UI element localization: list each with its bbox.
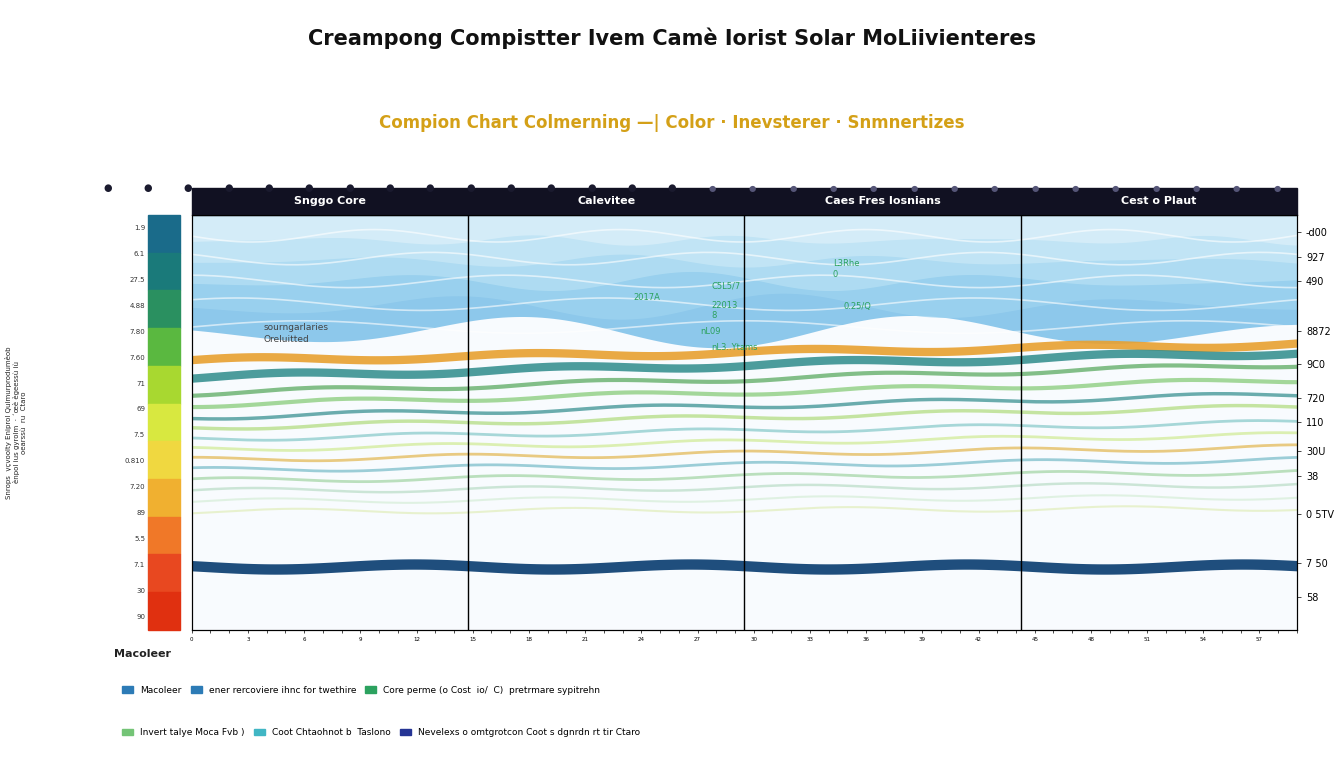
Text: ●: ● [426, 183, 434, 194]
Text: ●: ● [305, 183, 313, 194]
Bar [148, 554, 180, 592]
Text: 7.60: 7.60 [129, 355, 145, 361]
Legend: Macoleer, ener rercoviere ihnc for twethire, Core perme (o Cost  io/  C)  pretrm: Macoleer, ener rercoviere ihnc for tweth… [118, 682, 603, 698]
Text: 2017A: 2017A [634, 293, 661, 303]
Text: ●: ● [1031, 184, 1039, 193]
Bar [148, 328, 180, 366]
Bar [148, 479, 180, 517]
Text: nL3..Ytams: nL3..Ytams [711, 343, 758, 353]
Text: ●: ● [870, 184, 878, 193]
Bar [148, 366, 180, 403]
Text: ●: ● [1192, 184, 1200, 193]
Bar [192, 188, 1297, 215]
Text: 27.5: 27.5 [129, 276, 145, 283]
Text: 4.88: 4.88 [129, 303, 145, 309]
Text: ●: ● [1152, 184, 1160, 193]
Text: ●: ● [345, 183, 353, 194]
Text: Compion Chart Colmerning —| Color · Inevsterer · Snmnertizes: Compion Chart Colmerning —| Color · Inev… [379, 114, 965, 132]
Text: sourngarlaries: sourngarlaries [263, 323, 328, 332]
Text: Creampong Compistter Ivem Camè Iorist Solar MoLiivienteres: Creampong Compistter Ivem Camè Iorist So… [308, 28, 1036, 49]
Text: Caes Fres Iosnians: Caes Fres Iosnians [825, 197, 941, 207]
Text: ●: ● [950, 184, 958, 193]
Text: 69: 69 [136, 406, 145, 412]
Text: 0.25/Q: 0.25/Q [844, 302, 872, 311]
Text: ●: ● [547, 183, 555, 194]
Text: 0.810: 0.810 [125, 458, 145, 465]
Text: 89: 89 [136, 510, 145, 516]
Bar [148, 442, 180, 479]
Text: ●: ● [265, 183, 273, 194]
Text: ●: ● [708, 184, 716, 193]
Text: 7.80: 7.80 [129, 329, 145, 335]
Bar [148, 215, 180, 253]
Text: 7.5: 7.5 [134, 432, 145, 439]
Text: Oreluitted: Oreluitted [263, 335, 309, 344]
Legend: Invert talye Moca Fvb ), Coot Chtaohnot b  Taslono, Nevelexs o omtgrotcon Coot s: Invert talye Moca Fvb ), Coot Chtaohnot … [118, 724, 644, 740]
Text: nL09: nL09 [700, 326, 720, 336]
Text: ●: ● [829, 184, 837, 193]
Text: ●: ● [224, 183, 233, 194]
Text: Cest o Plaut: Cest o Plaut [1121, 197, 1196, 207]
Text: ●: ● [466, 183, 474, 194]
Text: ●: ● [910, 184, 918, 193]
Text: 6.1: 6.1 [134, 251, 145, 257]
Text: ●: ● [991, 184, 999, 193]
Text: ●: ● [1071, 184, 1079, 193]
Text: 7.1: 7.1 [134, 562, 145, 568]
Text: ●: ● [144, 183, 152, 194]
Text: ●: ● [749, 184, 757, 193]
Text: 90: 90 [136, 614, 145, 620]
Text: Snggo Core: Snggo Core [294, 197, 366, 207]
Text: 30: 30 [136, 588, 145, 594]
Text: ●: ● [628, 183, 636, 194]
Text: ●: ● [668, 183, 676, 194]
Text: L3Rhe
0: L3Rhe 0 [833, 260, 859, 279]
Text: Snrops  ṿçvoolty Eniprol Quimurprodumèob
ènpol ius gyrolm  · ´œè ègeessù iù
oear: Snrops ṿçvoolty Eniprol Quimurprodumèob … [5, 346, 27, 498]
Bar [148, 253, 180, 290]
Bar [148, 592, 180, 630]
Text: ●: ● [103, 183, 112, 194]
Text: ●: ● [587, 183, 595, 194]
Text: ●: ● [184, 183, 192, 194]
Bar [148, 290, 180, 328]
Text: 5.5: 5.5 [134, 536, 145, 542]
Text: ●: ● [1111, 184, 1120, 193]
Text: Calevitee: Calevitee [577, 197, 636, 207]
Text: C5L5/7: C5L5/7 [711, 281, 741, 290]
Text: 7.20: 7.20 [129, 484, 145, 490]
Text: 1.9: 1.9 [134, 225, 145, 231]
Text: ●: ● [1273, 184, 1281, 193]
Text: ●: ● [386, 183, 394, 194]
Bar [148, 403, 180, 442]
Text: 71: 71 [136, 380, 145, 386]
Text: ●: ● [507, 183, 515, 194]
Text: ●: ● [789, 184, 797, 193]
Bar [148, 517, 180, 554]
Text: ●: ● [1232, 184, 1241, 193]
Text: Macoleer: Macoleer [114, 649, 171, 659]
Text: 22013
8: 22013 8 [711, 301, 738, 320]
